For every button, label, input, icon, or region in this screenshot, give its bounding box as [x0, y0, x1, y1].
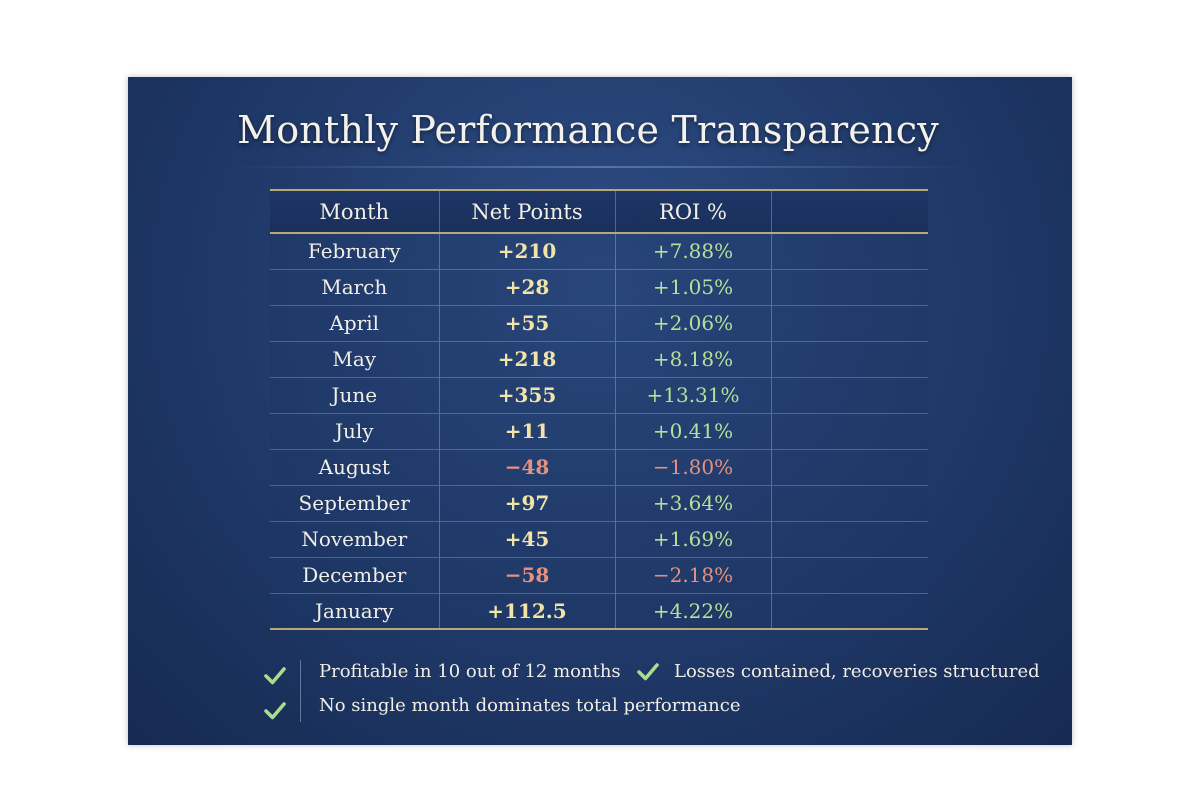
cell-net-points: +11: [438, 412, 615, 449]
note-no-single-month: No single month dominates total performa…: [319, 695, 741, 716]
column-header-empty: [770, 189, 928, 234]
cell-empty: [770, 376, 928, 413]
cell-net-points: +97: [438, 484, 615, 521]
cell-empty: [770, 304, 928, 341]
cell-empty: [770, 520, 928, 557]
cell-month: December: [270, 556, 439, 593]
cell-net-points: +45: [438, 520, 615, 557]
check-icon: [637, 663, 659, 681]
column-header-month: Month: [270, 189, 439, 234]
cell-roi: +1.69%: [614, 520, 771, 557]
cell-month: April: [270, 304, 439, 341]
check-icon: [264, 667, 286, 685]
cell-roi: +2.06%: [614, 304, 771, 341]
column-header-roi: ROI %: [614, 189, 771, 234]
cell-net-points: +55: [438, 304, 615, 341]
table-row: December −58 −2.18%: [270, 556, 928, 593]
title-divider: [230, 166, 970, 168]
cell-month: August: [270, 448, 439, 485]
check-icon: [264, 702, 286, 720]
cell-net-points: −58: [438, 556, 615, 593]
cell-roi: +8.18%: [614, 340, 771, 377]
cell-net-points: +218: [438, 340, 615, 377]
cell-month: May: [270, 340, 439, 377]
table-body: February +210 +7.88% March +28 +1.05% April +55…: [270, 233, 928, 630]
page-title: Monthly Performance Transparency: [237, 108, 939, 152]
table-row: August −48 −1.80%: [270, 448, 928, 485]
cell-month: November: [270, 520, 439, 557]
cell-month: June: [270, 376, 439, 413]
cell-empty: [770, 412, 928, 449]
table-row: November +45 +1.69%: [270, 520, 928, 557]
table-header-row: Month Net Points ROI %: [270, 189, 928, 234]
performance-table: Month Net Points ROI % February +210 +7.88…: [270, 189, 928, 630]
cell-empty: [770, 233, 928, 269]
table-row: February +210 +7.88%: [270, 233, 928, 269]
cell-net-points: +28: [438, 268, 615, 305]
cell-roi: +1.05%: [614, 268, 771, 305]
table-row: March +28 +1.05%: [270, 268, 928, 305]
cell-month: March: [270, 268, 439, 305]
table-row: January +112.5 +4.22%: [270, 592, 928, 630]
cell-net-points: +112.5: [438, 592, 615, 630]
cell-roi: +0.41%: [614, 412, 771, 449]
table-row: May +218 +8.18%: [270, 340, 928, 377]
cell-net-points: +355: [438, 376, 615, 413]
cell-empty: [770, 448, 928, 485]
cell-roi: +7.88%: [614, 233, 771, 269]
cell-roi: +4.22%: [614, 592, 771, 630]
column-header-net-points: Net Points: [438, 189, 615, 234]
cell-empty: [770, 592, 928, 630]
cell-empty: [770, 556, 928, 593]
cell-empty: [770, 340, 928, 377]
cell-month: July: [270, 412, 439, 449]
note-profitable: Profitable in 10 out of 12 months: [319, 661, 621, 682]
table-row: July +11 +0.41%: [270, 412, 928, 449]
table-row: April +55 +2.06%: [270, 304, 928, 341]
cell-month: September: [270, 484, 439, 521]
table-row: June +355 +13.31%: [270, 376, 928, 413]
cell-empty: [770, 268, 928, 305]
cell-roi: −2.18%: [614, 556, 771, 593]
cell-empty: [770, 484, 928, 521]
cell-month: January: [270, 592, 439, 630]
cell-roi: +3.64%: [614, 484, 771, 521]
cell-month: February: [307, 239, 401, 264]
cell-roi: +13.31%: [614, 376, 771, 413]
cell-net-points: −48: [438, 448, 615, 485]
table-row: September +97 +3.64%: [270, 484, 928, 521]
cell-net-points: +210: [438, 233, 615, 269]
cell-roi: −1.80%: [614, 448, 771, 485]
notes-divider: [300, 660, 301, 722]
summary-notes: Profitable in 10 out of 12 months Losses…: [260, 656, 1040, 726]
note-losses-contained: Losses contained, recoveries structured: [674, 661, 1040, 682]
